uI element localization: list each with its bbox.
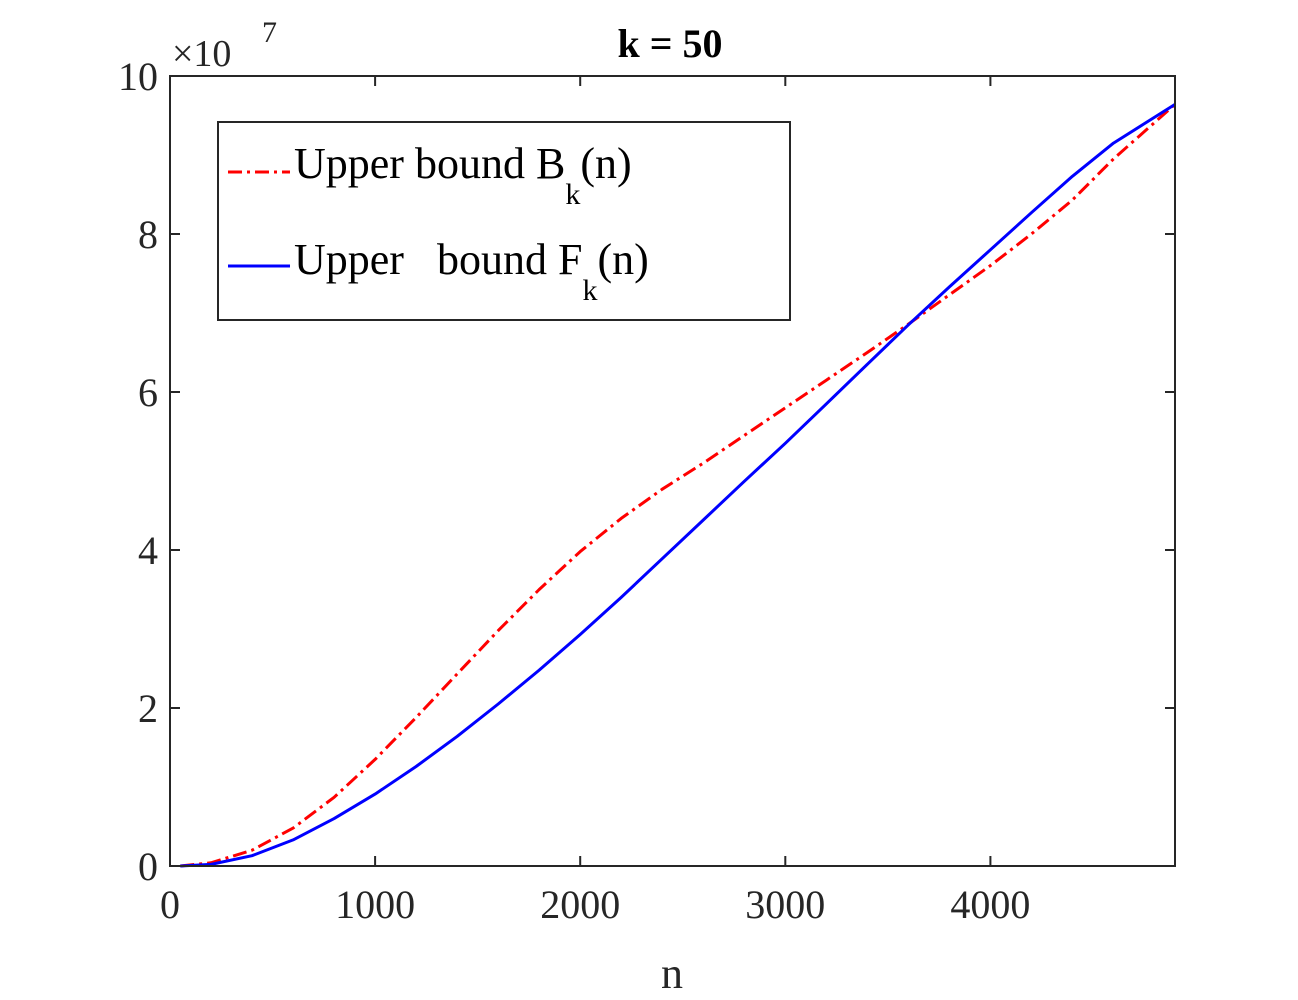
y-tick-label: 8	[138, 212, 158, 257]
legend-f-main: Upper bound F	[294, 235, 582, 284]
y-tick-label: 6	[138, 370, 158, 415]
y-exponent-base: ×10	[172, 33, 231, 75]
series-line-1	[180, 103, 1176, 868]
x-tick-label: 2000	[540, 882, 620, 927]
y-tick-label: 0	[138, 844, 158, 889]
legend: Upper bound Bk(n) Upper bound Fk(n)	[217, 121, 791, 321]
legend-box	[217, 121, 791, 321]
x-tick-label: 1000	[335, 882, 415, 927]
x-axis-label: n	[661, 949, 683, 998]
x-tick-label: 3000	[745, 882, 825, 927]
axes-box	[169, 75, 1176, 867]
y-exponent: ×10 7	[172, 16, 277, 75]
legend-entry-b: Upper bound Bk(n)	[294, 139, 632, 211]
series-layer	[180, 103, 1176, 868]
legend-entry-f: Upper bound Fk(n)	[294, 235, 649, 307]
legend-b-main: Upper bound B	[294, 139, 565, 188]
y-exponent-power: 7	[262, 16, 277, 49]
plot-area: 0 1000 2000 3000 4000 0 2 4 6 8 10	[118, 54, 1176, 927]
legend-b-suffix: (n)	[580, 139, 631, 188]
legend-f-suffix: (n)	[597, 235, 648, 284]
x-axis-ticks: 0 1000 2000 3000 4000	[160, 76, 1030, 927]
series-line-0	[180, 103, 1176, 868]
y-tick-label: 10	[118, 54, 158, 99]
y-tick-label: 2	[138, 686, 158, 731]
legend-b-sub: k	[565, 178, 580, 211]
legend-f-sub: k	[582, 274, 597, 307]
x-tick-label: 4000	[950, 882, 1030, 927]
chart-title: k = 50	[617, 21, 722, 66]
y-axis-ticks: 0 2 4 6 8 10	[118, 54, 1175, 889]
x-tick-label: 0	[160, 882, 180, 927]
y-tick-label: 4	[138, 528, 158, 573]
